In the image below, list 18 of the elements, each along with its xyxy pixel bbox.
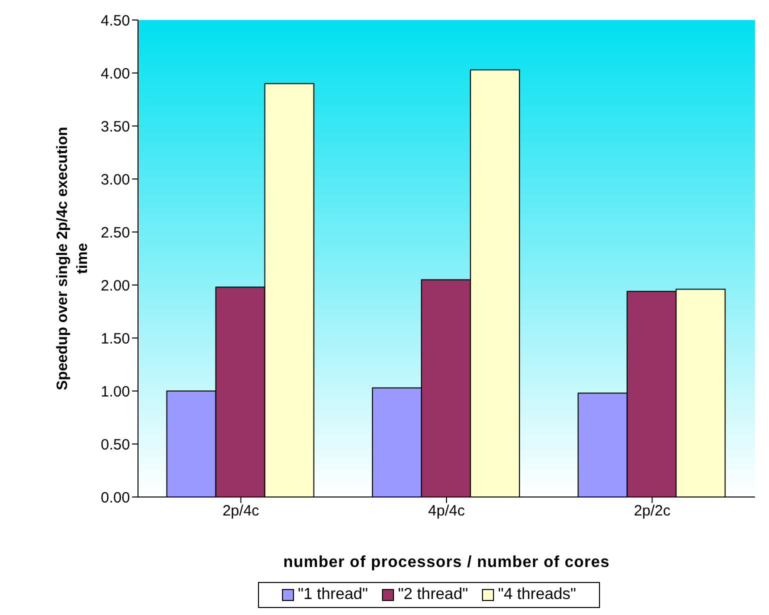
x-tick-label: 2p/4c <box>222 502 260 520</box>
y-tick-label: 1.00 <box>100 383 130 400</box>
y-tick-label: 0.00 <box>100 489 130 506</box>
y-tick-label: 1.50 <box>100 330 130 348</box>
y-tick-label: 2.50 <box>100 224 130 242</box>
legend-label: "1 thread" <box>298 586 368 604</box>
y-tick-label: 4.00 <box>100 65 130 82</box>
y-tick-label: 0.50 <box>100 436 130 454</box>
legend-label: "4 threads" <box>498 586 576 604</box>
x-tick-label: 4p/4c <box>428 502 466 520</box>
x-tick-label: 2p/2c <box>634 502 672 520</box>
legend-label: "2 thread" <box>398 586 468 604</box>
y-tick-label: 3.50 <box>100 118 130 136</box>
y-tick-label: 3.00 <box>100 171 130 188</box>
x-axis-title: number of processors / number of cores <box>283 554 610 571</box>
y-tick-label: 2.00 <box>100 277 130 294</box>
y-axis-title: Speedup over single 2p/4c execution time <box>54 126 91 390</box>
y-tick-label: 4.50 <box>100 12 130 30</box>
